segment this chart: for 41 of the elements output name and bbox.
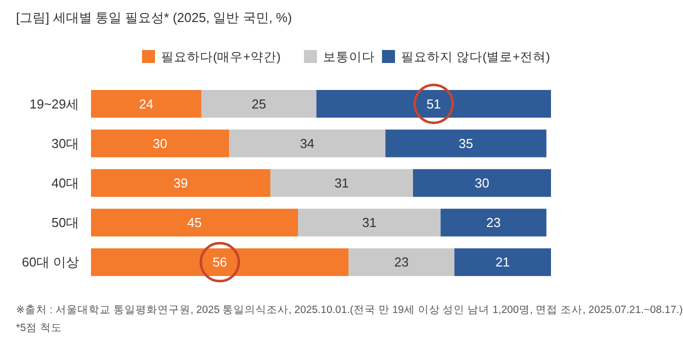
data-label: 51 [426,96,441,112]
data-label: 21 [495,254,510,270]
bar [413,169,551,197]
data-label: 56 [212,254,228,270]
legend-label: 보통이다 [323,50,375,64]
data-label: 30 [474,176,490,191]
bar [348,248,454,276]
data-label: 34 [300,136,314,151]
data-label: 39 [173,176,188,191]
bar [385,130,546,158]
bar [440,208,546,236]
text: *5점 척도 [16,322,62,334]
y-tick-label: 60대 이상 [22,254,79,270]
chart-title: [그림] 세대별 통일 필요성* (2025, 일반 국민, %) [16,10,292,25]
y-tick-label: 19~29세 [29,96,79,112]
data-label: 35 [458,136,474,151]
data-label: 31 [362,215,377,230]
legend-label: 필요하지 않다(별로+전혀) [401,50,550,64]
legend-label: 필요하다(매우+약간) [161,50,281,64]
bar [91,208,298,236]
bar [91,169,270,197]
bar [298,208,441,236]
data-label: 25 [252,96,266,112]
bar [270,169,413,197]
bar [229,130,386,158]
data-label: 31 [334,176,349,191]
bar [201,90,316,118]
data-label: 45 [187,215,202,230]
text: ※출처 : 서울대학교 통일평화연구원, 2025 통일의식조사, 2025.10.01.(전국 만 19세 이상 성인 남녀 1,200명, 면접 조사, 2025.07.21.~08.17.) [16,304,683,316]
y-tick-label: 40대 [52,176,79,191]
data-label: 23 [486,215,501,230]
data-label: 30 [152,136,168,151]
bar [91,248,349,276]
bar [91,130,229,158]
bar [91,90,202,118]
bar [454,248,551,276]
data-label: 24 [138,96,154,112]
data-label: 23 [394,254,409,270]
y-tick-label: 50대 [52,215,79,230]
bar [316,90,551,118]
y-tick-label: 30대 [52,136,79,151]
